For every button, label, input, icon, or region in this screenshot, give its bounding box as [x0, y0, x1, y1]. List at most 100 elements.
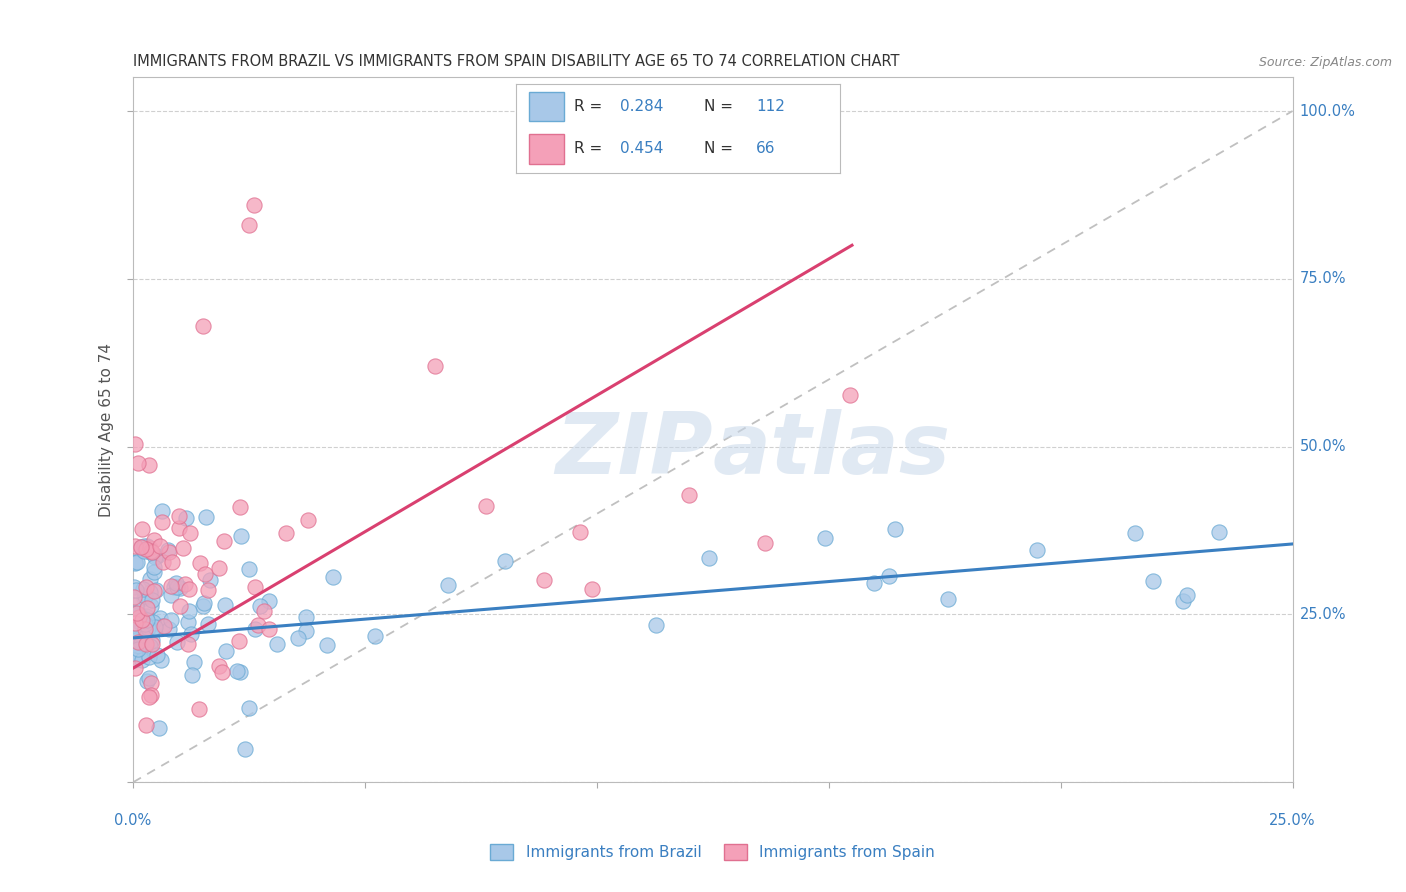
Point [141, 593, 163, 607]
Point [122, 590, 145, 604]
Point [169, 521, 191, 535]
Point [838, 387, 860, 401]
Point [124, 555, 146, 569]
Point [581, 582, 603, 596]
Point [257, 622, 280, 636]
Point [1026, 542, 1049, 557]
Point [1142, 574, 1164, 589]
Point [884, 522, 907, 536]
Point [141, 599, 163, 614]
Point [148, 610, 170, 624]
Point [437, 578, 460, 592]
Point [145, 582, 167, 597]
Point [229, 665, 252, 679]
Point [129, 635, 152, 649]
Point [142, 565, 165, 579]
Point [181, 668, 204, 682]
Point [150, 504, 173, 518]
Point [143, 583, 166, 598]
Point [194, 566, 217, 581]
Point [141, 676, 163, 690]
Point [153, 619, 176, 633]
Point [238, 218, 260, 232]
Point [135, 539, 157, 553]
Text: IMMIGRANTS FROM BRAZIL VS IMMIGRANTS FROM SPAIN DISABILITY AGE 65 TO 74 CORRELAT: IMMIGRANTS FROM BRAZIL VS IMMIGRANTS FRO… [134, 54, 900, 69]
Point [124, 539, 146, 553]
Point [122, 653, 145, 667]
Point [138, 671, 160, 685]
Point [211, 665, 233, 680]
Point [678, 488, 700, 502]
Point [149, 539, 172, 553]
Point [128, 610, 150, 624]
Point [136, 621, 159, 635]
Point [160, 613, 183, 627]
Point [287, 631, 309, 645]
Point [132, 582, 155, 596]
Point [197, 582, 219, 597]
Point [229, 500, 252, 514]
Point [135, 542, 157, 557]
Point [135, 608, 157, 623]
Point [238, 701, 260, 715]
Point [1175, 588, 1198, 602]
Point [174, 510, 197, 524]
Point [124, 608, 146, 623]
Point [188, 556, 211, 570]
Point [238, 562, 260, 576]
Point [215, 643, 238, 657]
Point [135, 636, 157, 650]
Point [141, 633, 163, 648]
Point [245, 580, 267, 594]
Point [124, 616, 146, 631]
Point [322, 570, 344, 584]
Point [143, 560, 166, 574]
Point [127, 606, 149, 620]
Point [131, 613, 153, 627]
Point [138, 458, 160, 473]
Point [127, 456, 149, 470]
Point [124, 582, 146, 597]
Point [141, 544, 163, 558]
Text: Source: ZipAtlas.com: Source: ZipAtlas.com [1258, 55, 1392, 69]
Point [128, 611, 150, 625]
Point [214, 598, 236, 612]
Point [127, 556, 149, 570]
Point [129, 648, 152, 662]
Point [297, 512, 319, 526]
Point [143, 533, 166, 548]
Point [124, 661, 146, 675]
Point [129, 608, 152, 623]
Point [139, 541, 162, 555]
Point [139, 688, 162, 702]
Point [134, 622, 156, 636]
Point [139, 584, 162, 599]
Text: 0.0%: 0.0% [114, 814, 152, 829]
Point [214, 533, 236, 548]
Point [150, 516, 173, 530]
Point [169, 581, 191, 595]
Point [139, 543, 162, 558]
Point [125, 633, 148, 648]
Point [134, 616, 156, 631]
Point [127, 630, 149, 644]
Point [172, 541, 194, 556]
Text: 75.0%: 75.0% [1299, 271, 1346, 286]
Point [208, 560, 231, 574]
Point [152, 555, 174, 569]
Point [533, 573, 555, 587]
Point [193, 596, 215, 610]
Point [122, 580, 145, 594]
Point [136, 600, 159, 615]
Text: 50.0%: 50.0% [1299, 439, 1346, 454]
Point [141, 637, 163, 651]
Point [259, 594, 281, 608]
Legend: Immigrants from Brazil, Immigrants from Spain: Immigrants from Brazil, Immigrants from … [485, 838, 941, 866]
Point [228, 634, 250, 648]
Point [226, 664, 249, 678]
Point [124, 647, 146, 661]
Point [879, 569, 901, 583]
Point [294, 624, 316, 639]
Point [194, 509, 217, 524]
Point [134, 627, 156, 641]
